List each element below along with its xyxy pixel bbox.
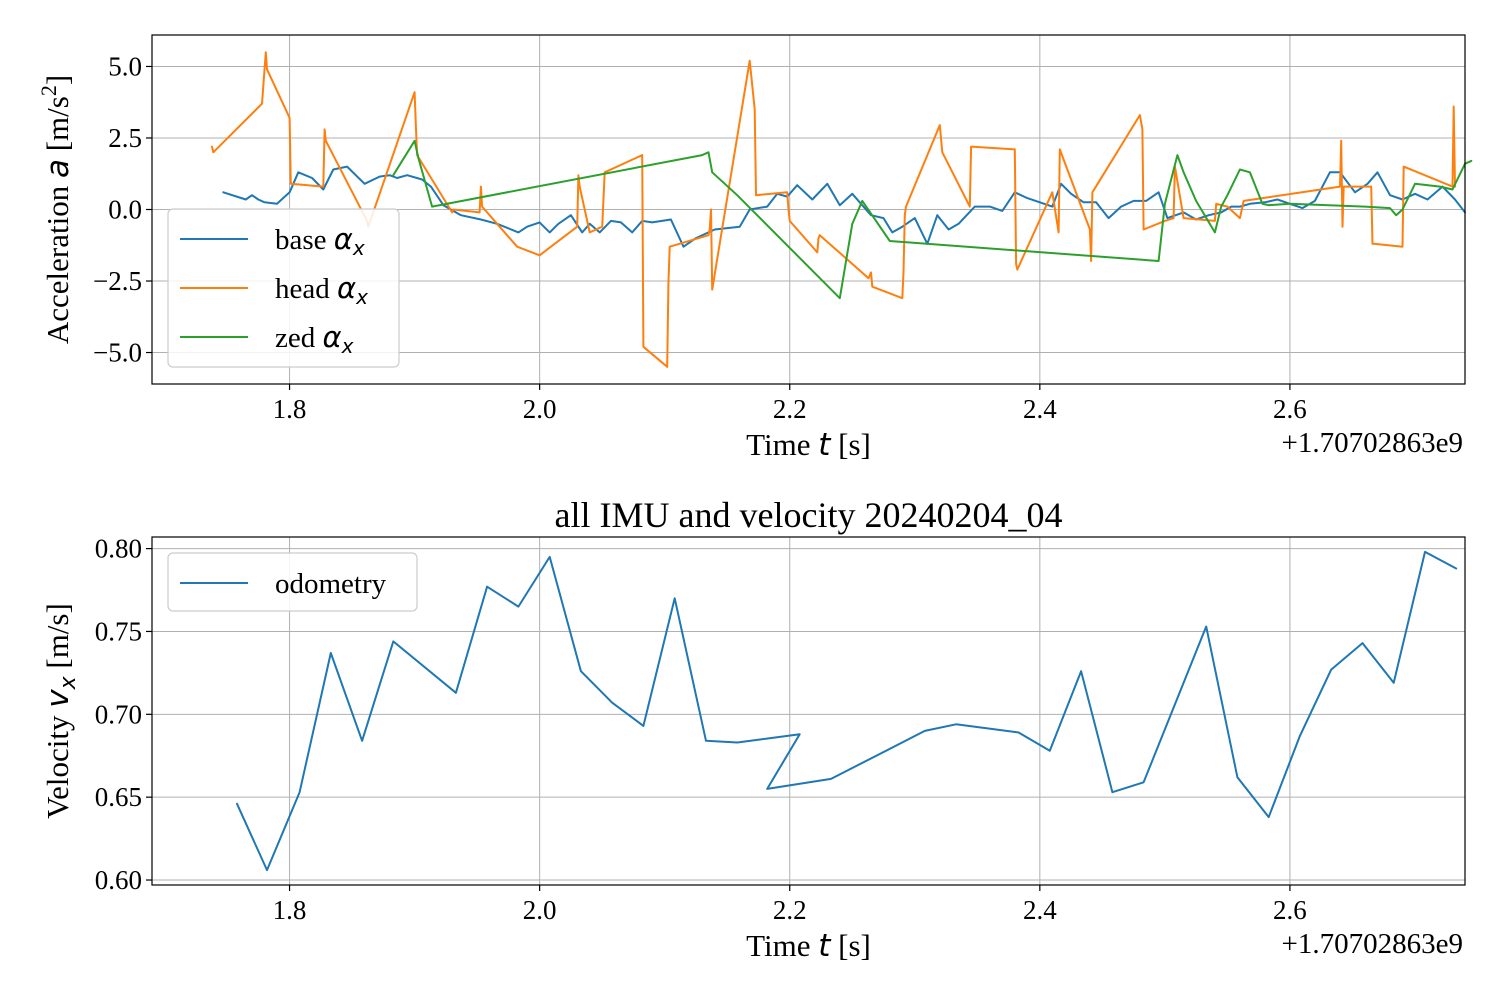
series-line-zed bbox=[392, 139, 1473, 300]
x-tick-label: 1.8 bbox=[273, 895, 307, 925]
legend-box bbox=[167, 208, 400, 368]
acceleration-series bbox=[211, 51, 1473, 368]
velocity-ticks: 1.8 2.0 2.2 2.4 2.6 0.60 0.65 0.70 0.75 0.80 bbox=[95, 534, 1307, 925]
y-tick-label: 0.60 bbox=[95, 865, 142, 895]
x-tick-label: 2.0 bbox=[523, 895, 557, 925]
x-tick-label: 2.2 bbox=[773, 394, 807, 424]
acceleration-x-offset-label: +1.70702863e9 bbox=[1282, 427, 1463, 459]
y-tick-label: 2.5 bbox=[108, 123, 142, 153]
acceleration-ticks: 1.8 2.0 2.2 2.4 2.6 −5.0 −2.5 0.0 2.5 5.0 bbox=[93, 51, 1307, 424]
y-tick-label: −5.0 bbox=[93, 338, 142, 368]
series-line-odometry bbox=[236, 550, 1458, 872]
acceleration-legend: base αx head αx zed αx bbox=[167, 208, 400, 368]
y-tick-label: 0.0 bbox=[108, 195, 142, 225]
x-tick-label: 2.4 bbox=[1023, 394, 1057, 424]
x-tick-label: 2.6 bbox=[1273, 895, 1307, 925]
legend-label: base αx bbox=[275, 222, 365, 260]
legend-label: head αx bbox=[275, 271, 368, 309]
x-tick-label: 2.0 bbox=[523, 394, 557, 424]
x-tick-label: 2.6 bbox=[1273, 394, 1307, 424]
acceleration-y-axis-label: Acceleration a [m/s2] bbox=[36, 75, 76, 344]
acceleration-chart: 1.8 2.0 2.2 2.4 2.6 −5.0 −2.5 0.0 2.5 5.0 Time t … bbox=[36, 34, 1473, 463]
velocity-y-axis-label: Velocity vx [m/s] bbox=[40, 603, 81, 819]
velocity-x-axis-label: Time t [s] bbox=[746, 928, 871, 964]
y-tick-label: 0.70 bbox=[95, 699, 142, 729]
y-tick-label: 0.75 bbox=[95, 616, 142, 646]
legend-label: odometry bbox=[275, 568, 387, 600]
velocity-plot-frame bbox=[151, 536, 1466, 886]
series-line-base bbox=[222, 165, 1466, 248]
y-tick-label: −2.5 bbox=[93, 266, 142, 296]
velocity-legend: odometry bbox=[167, 552, 418, 612]
velocity-x-offset-label: +1.70702863e9 bbox=[1282, 928, 1463, 960]
x-tick-label: 2.2 bbox=[773, 895, 807, 925]
velocity-chart-title: all IMU and velocity 20240204_04 bbox=[555, 495, 1063, 535]
x-tick-label: 2.4 bbox=[1023, 895, 1057, 925]
legend-label: zed αx bbox=[275, 320, 354, 358]
velocity-chart: all IMU and velocity 20240204_04 1.8 2.0 2… bbox=[40, 495, 1466, 964]
y-tick-label: 0.80 bbox=[95, 534, 142, 564]
y-tick-label: 5.0 bbox=[108, 51, 142, 81]
velocity-series bbox=[236, 550, 1458, 872]
acceleration-x-axis-label: Time t [s] bbox=[746, 427, 871, 463]
y-tick-label: 0.65 bbox=[95, 782, 142, 812]
x-tick-label: 1.8 bbox=[273, 394, 307, 424]
legend-box bbox=[167, 552, 418, 612]
